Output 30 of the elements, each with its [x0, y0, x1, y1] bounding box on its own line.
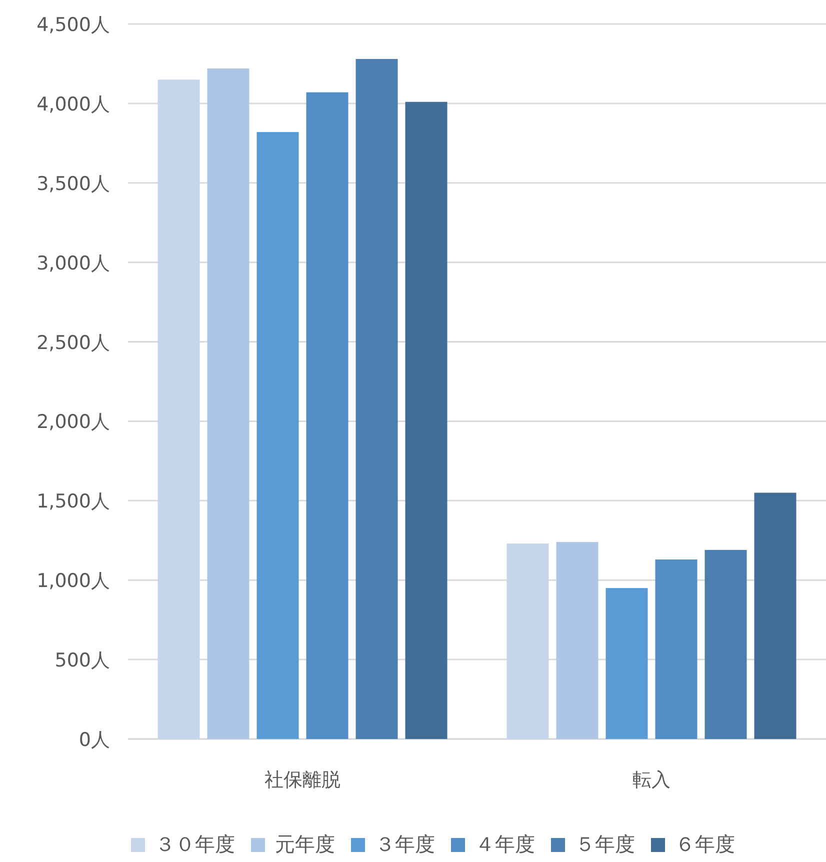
legend-label: 元年度	[275, 832, 335, 856]
legend-label: ４年度	[475, 832, 535, 856]
legend-label: ５年度	[575, 832, 635, 856]
y-tick-label: 1,000人	[36, 570, 110, 592]
y-tick-label: 4,000人	[36, 93, 110, 116]
bar	[158, 80, 200, 739]
x-tick-label: 転入	[632, 769, 670, 791]
legend-label: ６年度	[675, 832, 735, 856]
y-tick-label: 2,000人	[36, 411, 110, 434]
y-tick-label: 0人	[78, 729, 110, 751]
y-tick-label: 1,500人	[36, 490, 110, 513]
bar	[405, 102, 448, 739]
bar	[506, 544, 549, 739]
bar	[556, 542, 598, 739]
bar	[704, 550, 747, 739]
bar	[306, 92, 348, 739]
y-tick-label: 3,500人	[36, 172, 110, 195]
bar	[606, 588, 648, 739]
x-tick-label: 社保離脱	[264, 769, 340, 791]
bar	[256, 132, 299, 739]
bar	[207, 68, 250, 739]
bar	[356, 58, 398, 739]
legend-label: ３年度	[375, 832, 435, 856]
y-tick-label: 4,500人	[36, 14, 110, 36]
y-tick-label: 3,000人	[36, 252, 110, 274]
y-tick-label: 500人	[54, 650, 110, 672]
bar	[754, 492, 796, 739]
legend-label: ３０年度	[155, 832, 235, 856]
y-tick-label: 2,500人	[36, 332, 110, 354]
bar	[655, 559, 698, 739]
